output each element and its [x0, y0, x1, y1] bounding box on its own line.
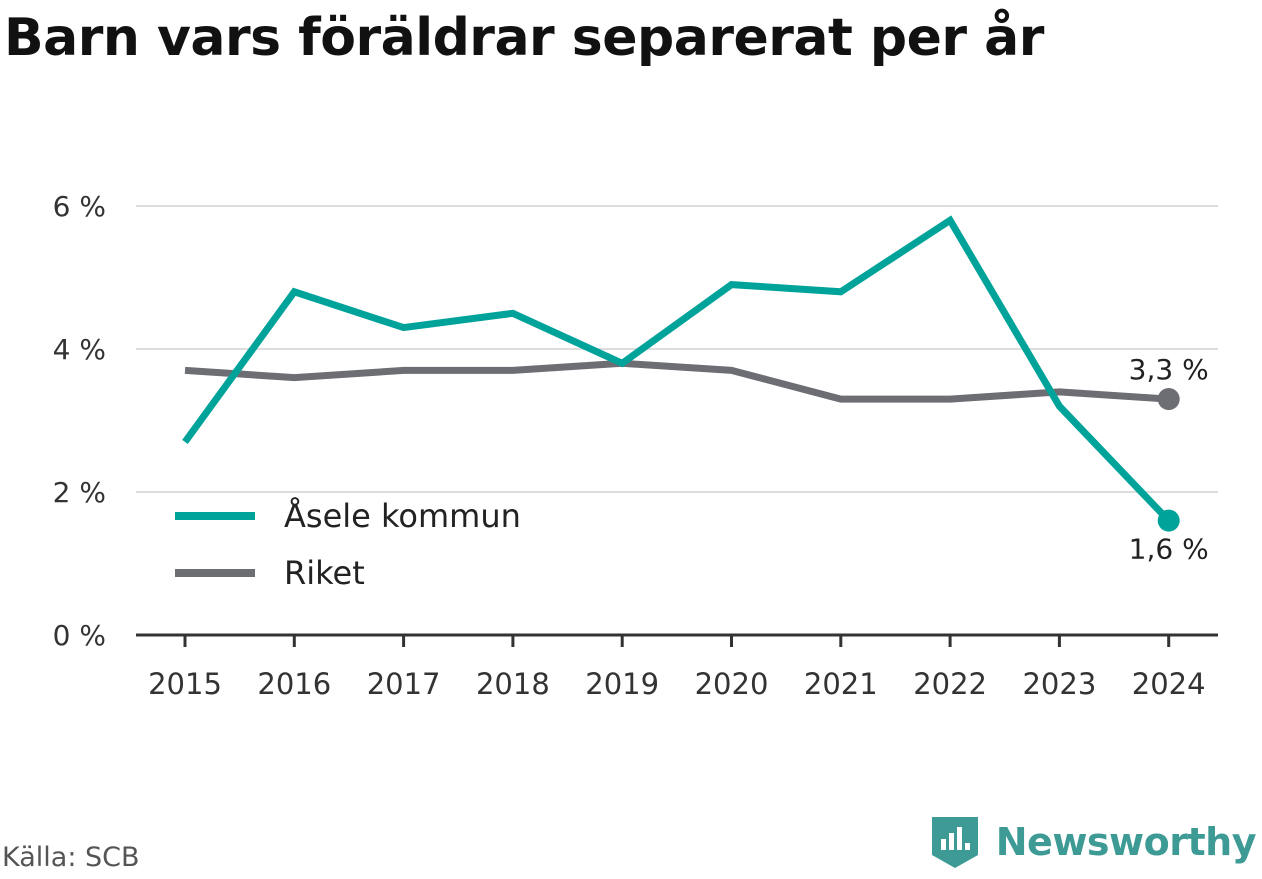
- x-tick-label: 2020: [695, 667, 769, 701]
- brand-logo: Newsworthy: [930, 815, 1257, 869]
- x-tick-label: 2021: [804, 667, 878, 701]
- x-tick-label: 2022: [913, 667, 987, 701]
- x-tick-label: 2017: [367, 667, 441, 701]
- end-point-marker: [1157, 388, 1180, 411]
- end-value-label: 3,3 %: [1129, 353, 1209, 386]
- y-tick-label: 0 %: [53, 619, 106, 652]
- legend-label: Riket: [284, 554, 365, 592]
- y-tick-label: 6 %: [53, 190, 106, 223]
- chart-title: Barn vars föräldrar separerat per år: [4, 8, 1044, 68]
- series-line: [182, 215, 1172, 524]
- x-tick-label: 2015: [148, 667, 222, 701]
- x-tick-label: 2024: [1132, 667, 1206, 701]
- y-tick-label: 4 %: [53, 333, 106, 366]
- newsworthy-logo-icon: [931, 817, 978, 868]
- x-tick-label: 2016: [257, 667, 331, 701]
- series-line: [184, 359, 1169, 403]
- brand-name: Newsworthy: [995, 820, 1257, 864]
- x-tick-label: 2019: [585, 667, 659, 701]
- x-tick-label: 2023: [1022, 667, 1096, 701]
- legend-label: Åsele kommun: [284, 497, 521, 535]
- x-tick-label: 2018: [476, 667, 550, 701]
- source-note: Källa: SCB: [2, 842, 140, 873]
- end-point-marker: [1157, 509, 1180, 532]
- end-value-label: 1,6 %: [1129, 533, 1209, 566]
- y-tick-label: 2 %: [53, 476, 106, 509]
